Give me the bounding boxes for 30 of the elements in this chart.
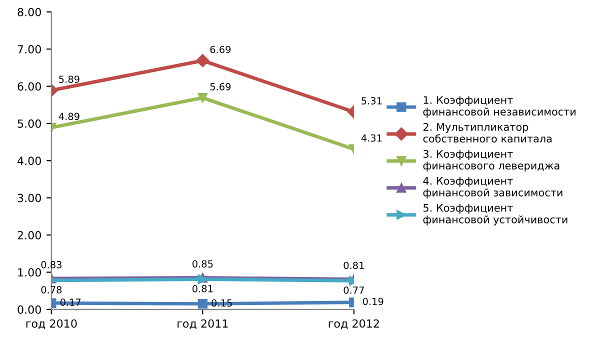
data-label: 4.31 [361, 134, 382, 142]
legend-label: 1. Коэффициент финансовой независимости [423, 96, 576, 118]
data-label: 5.31 [362, 97, 382, 104]
legend-label: 5. Коэффициент финансовой устойчивости [423, 204, 568, 226]
y-tick-label: 3.00 [18, 194, 41, 202]
data-label: 5.89 [59, 76, 80, 83]
legend-label: 3. Коэффициент финансового левериджа [423, 150, 560, 172]
y-tick-label: 8.00 [18, 8, 41, 16]
data-label: 5.69 [210, 83, 231, 90]
x-tick-label: год 2012 [328, 319, 379, 330]
x-tick-label: год 2010 [26, 319, 77, 330]
y-tick-label: 6.00 [18, 82, 41, 91]
data-label: 0.81 [192, 285, 213, 292]
x-tick-label: год 2011 [178, 319, 228, 330]
y-tick-label: 0.00 [18, 305, 41, 314]
data-label: 0.81 [344, 262, 364, 270]
y-tick-label: 1.00 [18, 268, 41, 277]
data-label: 0.78 [41, 286, 62, 294]
y-tick-label: 4.00 [18, 156, 41, 166]
y-tick-label: 7.00 [18, 45, 41, 54]
data-label: 0.19 [362, 298, 384, 306]
legend-label: 4. Коэффициент финансовой зависимости [423, 177, 562, 198]
data-label: 0.85 [192, 260, 213, 268]
data-label: 6.69 [210, 46, 231, 54]
data-label: 0.83 [41, 260, 62, 268]
y-tick-label: 5.00 [18, 119, 41, 128]
y-tick-label: 2.00 [18, 231, 41, 240]
legend-label: 2. Мультипликатор собственного капитала [423, 123, 552, 143]
data-label: 4.89 [58, 112, 80, 120]
data-label: 0.77 [344, 286, 364, 294]
